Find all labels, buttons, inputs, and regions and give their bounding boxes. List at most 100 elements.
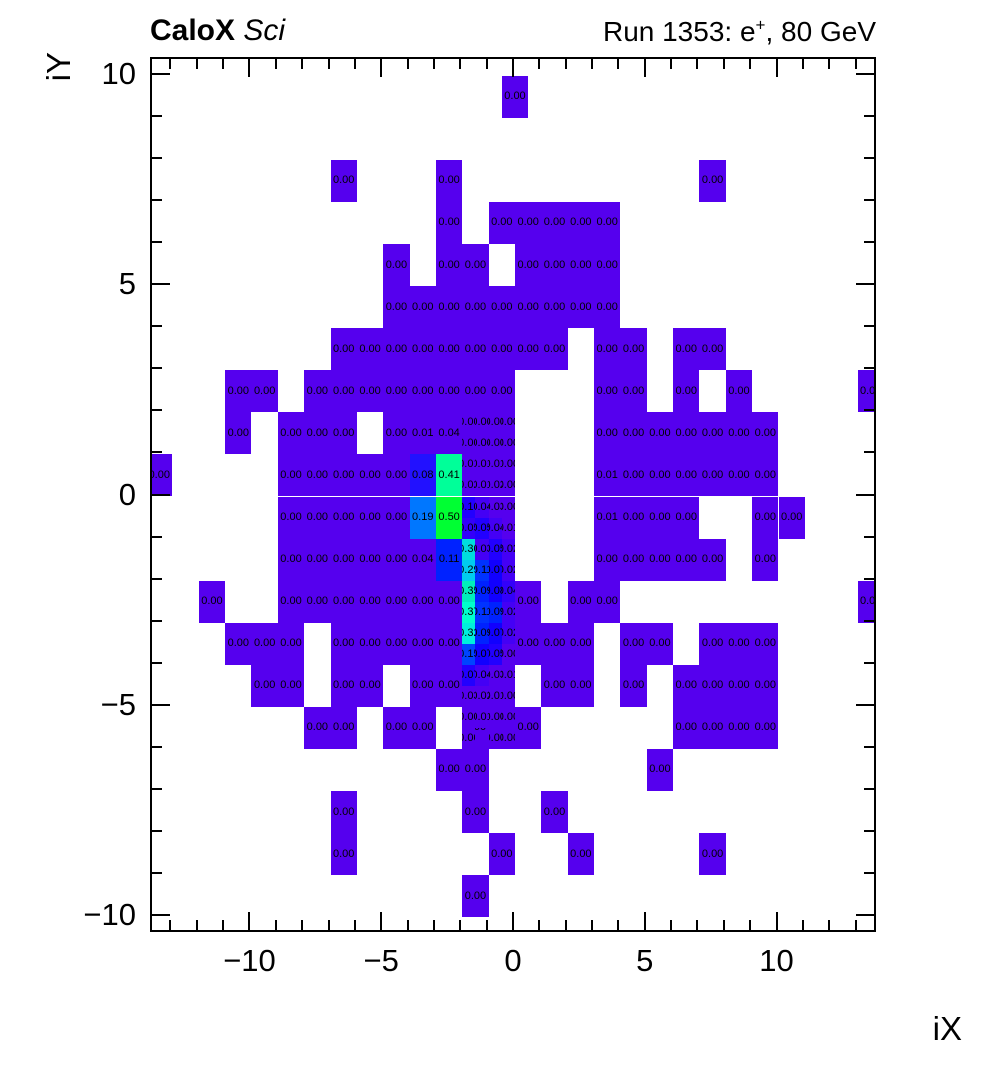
heatmap-cell: 0.09: [475, 622, 489, 644]
axis-tick: [864, 114, 874, 117]
heatmap-cell: 0.00: [435, 748, 463, 792]
cell-value: 0.00: [502, 710, 515, 723]
heatmap-cell: 0.00: [330, 622, 357, 665]
heatmap-cell: 0.04: [475, 664, 489, 686]
cell-value: 0.00: [596, 300, 618, 313]
heatmap-cell: 0.00: [857, 580, 874, 623]
cell-value: 0.00: [412, 721, 434, 734]
heatmap-cell: 0.00: [620, 538, 647, 581]
cell-value: 0.04: [412, 553, 434, 566]
heatmap-cell: 0.01: [488, 454, 502, 476]
cell-value: 0.00: [701, 468, 724, 481]
cell-value: 0.02: [475, 689, 488, 702]
cell-value: 0.00: [385, 258, 408, 271]
heatmap-cell: 0.00: [225, 370, 252, 413]
cell-value: 0.04: [475, 668, 488, 681]
cell-value: 0.00: [464, 889, 487, 902]
cell-value: 0.00: [622, 426, 645, 439]
cell-value: 0.00: [622, 384, 645, 397]
cell-value: 0.00: [385, 384, 408, 397]
cell-value: 0.00: [701, 679, 724, 692]
cell-value: 0.01: [596, 468, 618, 481]
axis-tick: [643, 59, 646, 77]
heatmap-cell: 0.00: [383, 328, 410, 371]
heatmap-cell: 0.00: [488, 201, 515, 245]
y-tick-label: 10: [101, 55, 136, 91]
heatmap-cell: 0.00: [594, 201, 621, 245]
axis-tick: [512, 59, 514, 77]
axis-tick: [459, 920, 462, 930]
heatmap-area: 0.00 0.00 0.00 0.00 0.00 0.00 0.00 0.00 0.00 0.00…: [152, 59, 874, 930]
cell-value: 0.02: [489, 479, 502, 492]
axis-tick: [406, 920, 409, 930]
cell-value: 0.00: [780, 511, 803, 524]
cell-value: 0.00: [754, 426, 777, 439]
cell-value: 0.02: [502, 563, 515, 576]
cell-value: 0.15: [462, 647, 475, 660]
axis-tick: [152, 914, 170, 917]
cell-value: 0.00: [280, 468, 302, 481]
heatmap-cell: 0.00: [501, 475, 515, 497]
heatmap-cell: 0.00: [383, 244, 410, 287]
axis-tick: [801, 920, 804, 930]
cell-value: 0.01: [489, 458, 502, 471]
cell-value: 0.00: [701, 721, 724, 734]
cell-value: 0.00: [333, 637, 355, 650]
cell-value: 0.00: [517, 721, 539, 734]
heatmap-cell: 0.11: [475, 559, 489, 581]
heatmap-cell: 0.01: [475, 475, 489, 497]
heatmap-cell: 0.00: [620, 370, 647, 413]
cell-value: 0.00: [385, 426, 408, 439]
cell-value: 0.00: [649, 763, 671, 776]
axis-tick: [152, 872, 162, 875]
heatmap-cell: 0.00: [409, 328, 436, 371]
run-info: Run 1353: e: [602, 16, 756, 47]
heatmap-cell: 0.00: [435, 622, 463, 665]
axis-tick: [353, 920, 356, 930]
cell-value: 0.00: [359, 637, 381, 650]
cell-value: 0.00: [462, 437, 475, 450]
heatmap-cell: 0.00: [383, 412, 410, 455]
cell-value: 0.00: [517, 342, 539, 355]
heatmap-cell: 0.00: [304, 496, 331, 539]
heatmap-cell: 0.04: [435, 412, 463, 455]
heatmap-cell: 0.00: [488, 286, 515, 329]
heatmap-cell: 0.00: [277, 664, 305, 707]
axis-tick: [696, 59, 699, 69]
heatmap-cell: 0.00: [330, 538, 357, 581]
axis-tick: [152, 367, 162, 370]
heatmap-cell: 0.00: [725, 706, 753, 749]
heatmap-cell: 0.32: [462, 622, 476, 644]
heatmap-cell: 0.00: [567, 286, 595, 329]
axis-tick: [152, 72, 170, 75]
cell-value: 0.00: [464, 763, 487, 776]
cell-value: 0.00: [675, 553, 697, 566]
cell-value: 0.00: [543, 637, 566, 650]
cell-value: 0.00: [596, 216, 618, 229]
cell-value: 0.08: [412, 468, 434, 481]
cell-value: 0.00: [675, 342, 697, 355]
cell-value: 0.00: [543, 342, 566, 355]
cell-value: 0.00: [333, 847, 355, 860]
heatmap-cell: 0.00: [304, 706, 331, 749]
heatmap-cell: 0.00: [304, 538, 331, 581]
cell-value: 0.00: [754, 553, 777, 566]
cell-value: 0.00: [385, 468, 408, 481]
heatmap-cell: 0.01: [594, 496, 621, 539]
cell-value: 0.00: [502, 647, 515, 660]
heatmap-cell: 0.00: [277, 580, 305, 623]
cell-value: 0.01: [462, 458, 475, 471]
heatmap-cell: 0.00: [251, 622, 278, 665]
heatmap-cell: 0.00: [488, 370, 515, 413]
heatmap-cell: 0.00: [673, 370, 700, 413]
cell-value: 0.00: [570, 216, 592, 229]
axis-tick: [152, 283, 170, 286]
heatmap-cell: 0.02: [462, 475, 476, 497]
heatmap-cell: 0.01: [475, 706, 489, 728]
cell-value: 0.00: [306, 553, 329, 566]
heatmap-cell: 0.01: [501, 664, 515, 686]
heatmap-cell: 0.00: [475, 412, 489, 434]
heatmap-cell: 0.00: [594, 370, 621, 413]
heatmap-cell: 0.00: [330, 370, 357, 413]
cell-value: 0.00: [754, 679, 777, 692]
